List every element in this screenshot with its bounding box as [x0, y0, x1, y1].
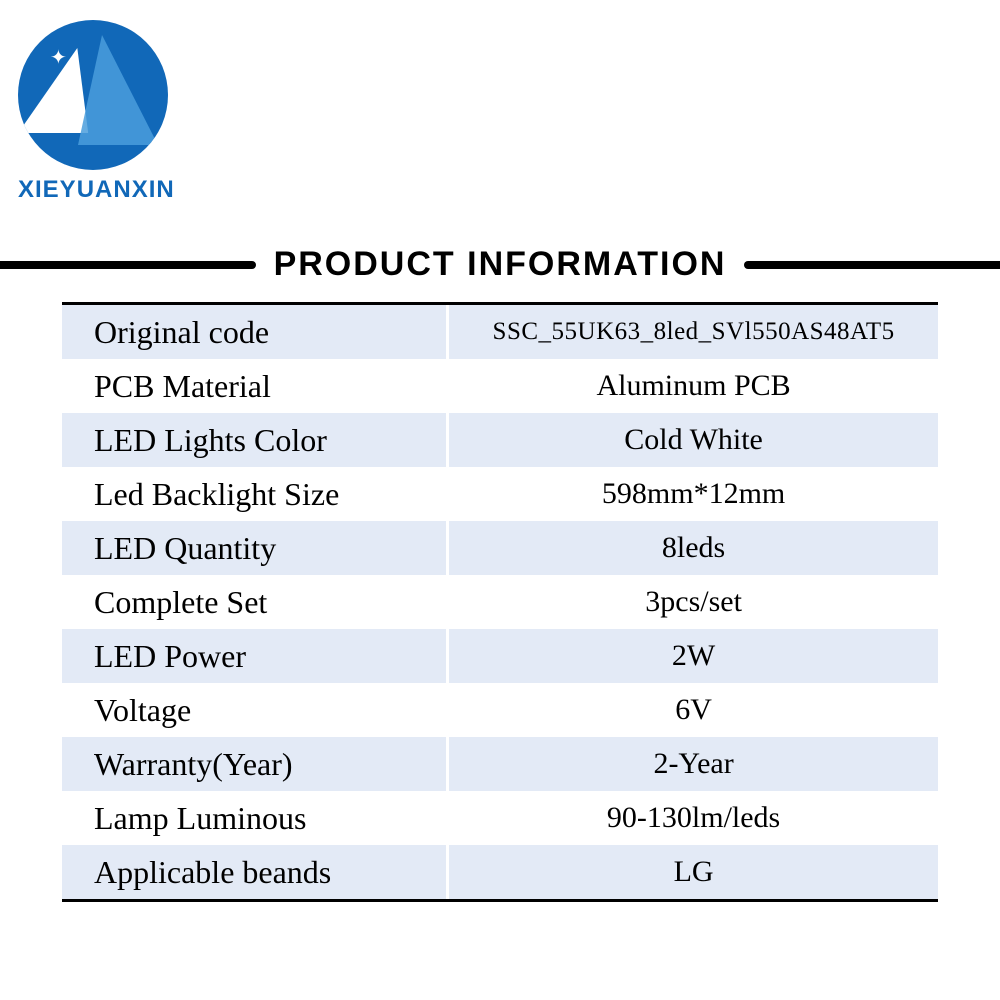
spec-label: Original code	[62, 305, 446, 359]
section-title-bar: PRODUCT INFORMATION	[0, 245, 1000, 284]
table-row: Original codeSSC_55UK63_8led_SVl550AS48A…	[62, 305, 938, 359]
spec-value: Aluminum PCB	[449, 359, 938, 413]
spec-value: SSC_55UK63_8led_SVl550AS48AT5	[449, 305, 938, 359]
table-row: PCB MaterialAluminum PCB	[62, 359, 938, 413]
spec-value: Cold White	[449, 413, 938, 467]
table-row: LED Power2W	[62, 629, 938, 683]
spec-label: LED Lights Color	[62, 413, 446, 467]
spec-value: 598mm*12mm	[449, 467, 938, 521]
spec-value: 90-130lm/leds	[449, 791, 938, 845]
brand-logo-block: ✦ XIEYUANXIN	[18, 20, 175, 204]
spec-value: 2-Year	[449, 737, 938, 791]
spec-label: Lamp Luminous	[62, 791, 446, 845]
spec-label: Applicable beands	[62, 845, 446, 899]
table-row: Voltage6V	[62, 683, 938, 737]
table-row: Led Backlight Size598mm*12mm	[62, 467, 938, 521]
brand-name: XIEYUANXIN	[18, 176, 175, 204]
spec-label: Warranty(Year)	[62, 737, 446, 791]
table-row: Lamp Luminous90-130lm/leds	[62, 791, 938, 845]
table-row: LED Quantity8leds	[62, 521, 938, 575]
spec-label: Voltage	[62, 683, 446, 737]
spec-label: PCB Material	[62, 359, 446, 413]
spec-value: 2W	[449, 629, 938, 683]
product-spec-table: Original codeSSC_55UK63_8led_SVl550AS48A…	[62, 302, 938, 902]
star-icon: ✦	[50, 45, 67, 70]
title-rule-left	[0, 261, 256, 269]
title-rule-right	[744, 261, 1000, 269]
brand-logo-mark: ✦	[18, 20, 168, 170]
spec-label: Led Backlight Size	[62, 467, 446, 521]
section-title: PRODUCT INFORMATION	[256, 245, 745, 284]
spec-label: LED Power	[62, 629, 446, 683]
table-row: LED Lights ColorCold White	[62, 413, 938, 467]
spec-value: 3pcs/set	[449, 575, 938, 629]
table-row: Complete Set3pcs/set	[62, 575, 938, 629]
spec-value: LG	[449, 845, 938, 899]
table-row: Applicable beandsLG	[62, 845, 938, 899]
spec-label: Complete Set	[62, 575, 446, 629]
table-row: Warranty(Year)2-Year	[62, 737, 938, 791]
spec-label: LED Quantity	[62, 521, 446, 575]
spec-value: 8leds	[449, 521, 938, 575]
spec-value: 6V	[449, 683, 938, 737]
